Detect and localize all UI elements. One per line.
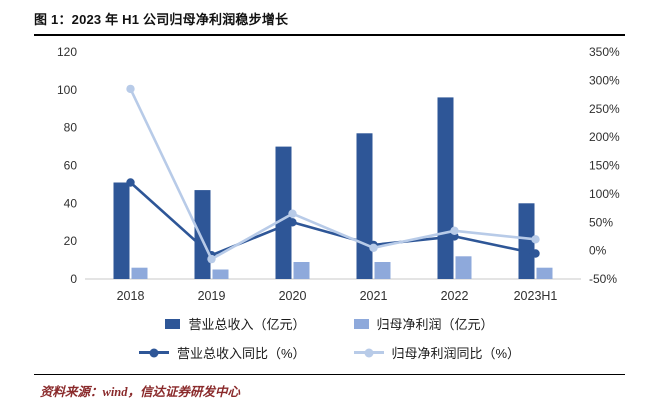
left-axis-tick: 20 (64, 234, 78, 248)
bar-profit (131, 267, 148, 279)
revenue-bar-swatch (165, 318, 181, 329)
left-axis-tick: 120 (57, 45, 77, 59)
left-axis-tick: 40 (64, 196, 78, 210)
right-axis-tick: 200% (589, 130, 620, 144)
line-profit-yoy-marker (450, 226, 459, 235)
x-axis-category-label: 2018 (117, 289, 145, 303)
legend-label-profit-yoy: 归母净利润同比（%） (391, 346, 521, 361)
x-axis-category-label: 2023H1 (514, 289, 558, 303)
x-axis-category-label: 2020 (279, 289, 307, 303)
line-profit-yoy-marker (207, 254, 216, 264)
right-axis-tick: 350% (589, 45, 620, 59)
left-axis-tick: 0 (70, 272, 77, 286)
bar-profit (293, 262, 310, 279)
bar-revenue (437, 97, 454, 280)
chart-legend: 营业总收入（亿元） 归母净利润（亿元） 营业总收入同比（%） 归母净利润同比（%… (0, 314, 659, 362)
figure-header: 图 1：2023 年 H1 公司归母净利润稳步增长 (0, 0, 659, 28)
right-axis-tick: 50% (589, 215, 613, 229)
legend-label-revenue-bar: 营业总收入（亿元） (188, 317, 306, 332)
bar-profit (536, 267, 553, 279)
x-axis-category-label: 2019 (198, 289, 226, 303)
line-revenue-yoy-marker (288, 218, 297, 227)
legend-label-profit-bar: 归母净利润（亿元） (376, 317, 494, 332)
right-axis-tick: 0% (589, 244, 607, 258)
bar-revenue (113, 182, 130, 279)
right-axis-tick: -50% (589, 272, 617, 286)
combo-chart-svg: 0 20 40 60 80 100 120 -50% 0% 50% 100% 150% 200% 250%… (57, 45, 620, 303)
source-note: 资料来源：wind，信达证券研发中心 (40, 385, 241, 399)
legend-label-revenue-yoy: 营业总收入同比（%） (176, 346, 306, 361)
x-axis-category-label: 2021 (360, 289, 388, 303)
line-revenue-yoy (129, 181, 536, 257)
bar-revenue (194, 190, 211, 279)
footer-divider-rule (34, 374, 625, 375)
profit-yoy-line-swatch (353, 351, 384, 354)
profit-bar-swatch (353, 318, 369, 329)
legend-item-profit-yoy-line: 归母净利润同比（%） (353, 343, 521, 362)
revenue-yoy-line-swatch (138, 351, 169, 354)
line-profit-yoy-marker (288, 209, 297, 218)
figure-title: 图 1：2023 年 H1 公司归母净利润稳步增长 (34, 12, 289, 27)
legend-row-bars: 营业总收入（亿元） 归母净利润（亿元） (165, 314, 494, 333)
bar-revenue (356, 133, 373, 279)
line-profit-yoy (129, 88, 536, 261)
legend-item-profit-bar: 归母净利润（亿元） (353, 314, 494, 333)
x-axis-category-label: 2022 (441, 289, 469, 303)
bar-profit (455, 256, 472, 279)
left-axis-tick: 80 (64, 121, 78, 135)
line-revenue-yoy-marker (126, 178, 135, 187)
title-divider-rule (34, 34, 625, 36)
bar-revenue (275, 146, 292, 279)
left-axis-tick: 100 (57, 83, 77, 97)
line-profit-yoy-marker (126, 84, 135, 94)
legend-item-revenue-bar: 营业总收入（亿元） (165, 314, 306, 333)
right-axis-tick: 100% (589, 187, 620, 201)
figure-footer: 资料来源：wind，信达证券研发中心 (0, 374, 659, 400)
line-profit-yoy-marker (369, 243, 378, 252)
bar-revenue (518, 203, 535, 279)
right-axis-tick: 150% (589, 159, 620, 173)
line-revenue-yoy-marker (531, 249, 540, 258)
bar-profit (374, 262, 391, 279)
legend-item-revenue-yoy-line: 营业总收入同比（%） (138, 343, 306, 362)
chart-area: 0 20 40 60 80 100 120 -50% 0% 50% 100% 150% 200% 250%… (0, 38, 659, 314)
bar-profit (212, 269, 229, 279)
line-profit-yoy-marker (531, 235, 540, 244)
left-axis-tick: 60 (64, 159, 78, 173)
legend-row-lines: 营业总收入同比（%） 归母净利润同比（%） (138, 343, 521, 362)
right-axis-tick: 250% (589, 102, 620, 116)
right-axis-tick: 300% (589, 73, 620, 87)
